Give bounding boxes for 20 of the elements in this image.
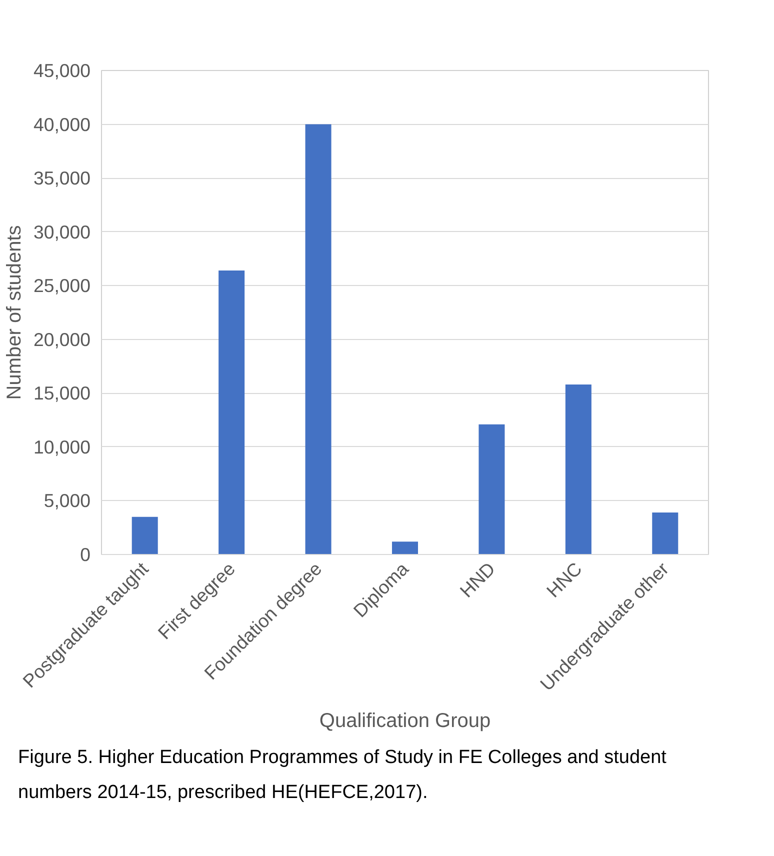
bar — [392, 542, 418, 554]
y-tick-label: 35,000 — [33, 168, 90, 189]
bar — [305, 124, 332, 554]
y-tick-label: 40,000 — [33, 114, 90, 135]
y-tick-label: 10,000 — [33, 436, 90, 458]
y-tick-label: 5,000 — [44, 490, 90, 512]
y-tick-label: 0 — [80, 544, 91, 565]
bar — [132, 516, 158, 554]
y-tick-label: 30,000 — [33, 221, 90, 242]
bar — [652, 512, 678, 554]
bar — [218, 270, 245, 554]
caption: Figure 5. Higher Education Programmes of Study in FE Colleges and student numbers 2014-15, prescribed HE(HEFCE,2017). — [18, 746, 668, 806]
y-tick-label: 25,000 — [33, 275, 90, 296]
y-tick-label: 45,000 — [33, 60, 90, 81]
bar — [478, 424, 505, 554]
bar — [565, 384, 592, 554]
y-tick-label: 15,000 — [33, 382, 90, 404]
x-axis-title: Qualification Group — [319, 710, 491, 732]
y-axis-title: Number of students — [3, 225, 26, 400]
y-tick-label: 20,000 — [33, 328, 90, 350]
